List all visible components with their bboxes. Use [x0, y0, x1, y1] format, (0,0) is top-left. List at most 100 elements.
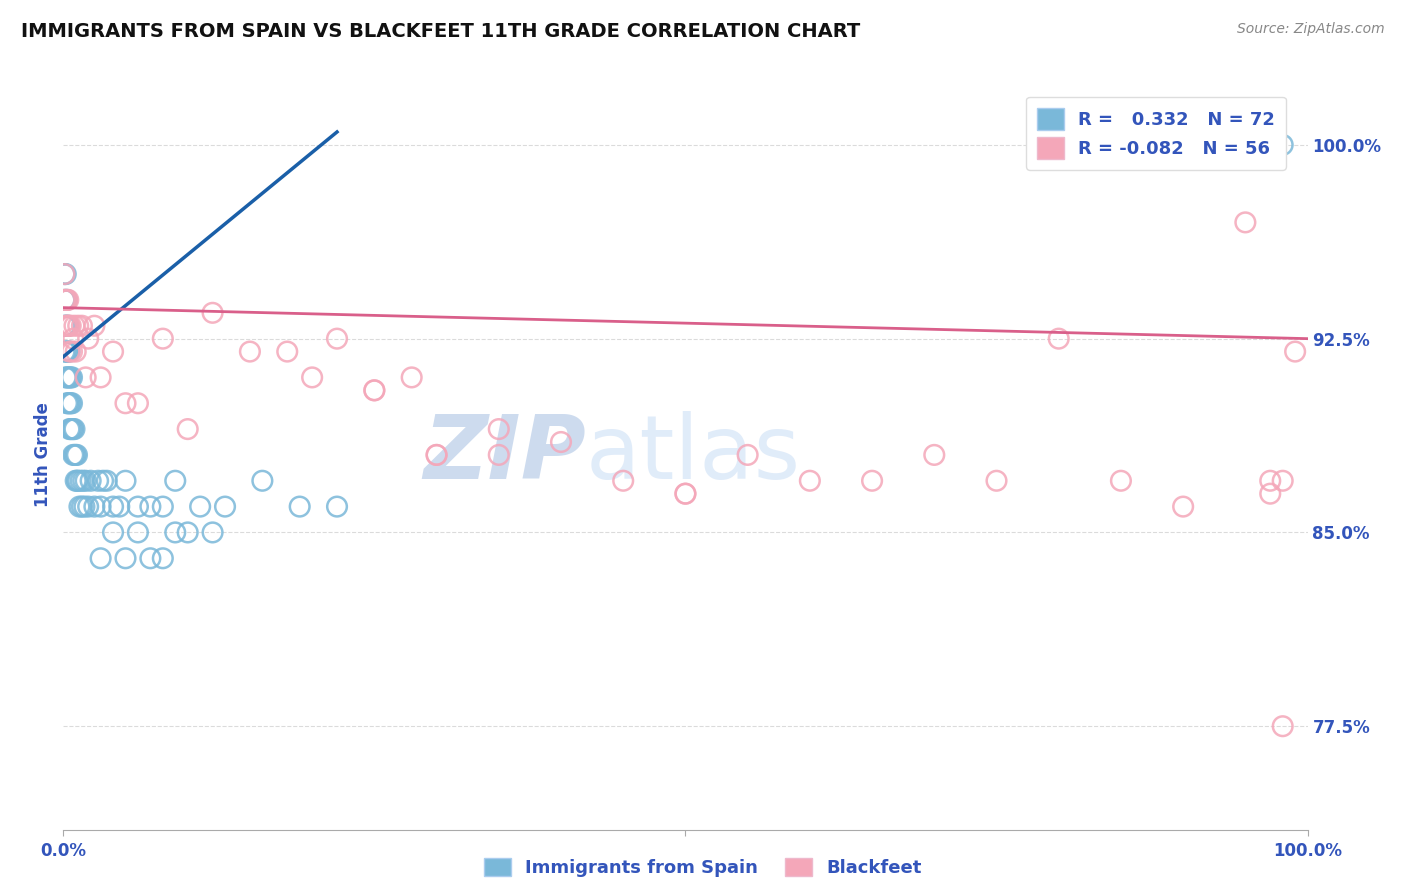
- Point: [165, 474, 187, 488]
- Point: [65, 474, 87, 488]
- Point: [53, 318, 76, 333]
- Point: [62, 448, 84, 462]
- Point: [1047, 332, 1070, 346]
- Point: [58, 344, 80, 359]
- Point: [363, 384, 385, 398]
- Point: [276, 344, 298, 359]
- Point: [59, 422, 82, 436]
- Text: Source: ZipAtlas.com: Source: ZipAtlas.com: [1237, 22, 1385, 37]
- Point: [152, 551, 174, 566]
- Point: [65, 344, 87, 359]
- Point: [66, 448, 89, 462]
- Point: [177, 422, 200, 436]
- Point: [101, 525, 124, 540]
- Point: [550, 435, 572, 450]
- Point: [63, 422, 86, 436]
- Point: [363, 384, 385, 398]
- Point: [127, 525, 149, 540]
- Point: [73, 500, 96, 514]
- Point: [55, 293, 77, 307]
- Point: [60, 422, 83, 436]
- Point: [53, 293, 76, 307]
- Point: [1173, 500, 1195, 514]
- Point: [62, 422, 84, 436]
- Point: [252, 474, 274, 488]
- Point: [326, 332, 349, 346]
- Point: [60, 370, 83, 384]
- Point: [612, 474, 634, 488]
- Point: [58, 370, 80, 384]
- Point: [201, 306, 224, 320]
- Point: [201, 525, 224, 540]
- Point: [101, 500, 124, 514]
- Point: [75, 370, 97, 384]
- Point: [56, 318, 79, 333]
- Point: [1271, 719, 1294, 733]
- Point: [1258, 486, 1281, 500]
- Point: [924, 448, 946, 462]
- Point: [401, 370, 423, 384]
- Point: [53, 293, 76, 307]
- Point: [63, 318, 86, 333]
- Point: [1109, 474, 1132, 488]
- Point: [165, 525, 187, 540]
- Point: [56, 293, 79, 307]
- Point: [58, 318, 80, 333]
- Point: [58, 318, 80, 333]
- Y-axis label: 11th Grade: 11th Grade: [34, 402, 52, 508]
- Text: atlas: atlas: [586, 411, 801, 499]
- Point: [426, 448, 449, 462]
- Point: [77, 500, 100, 514]
- Point: [90, 500, 112, 514]
- Point: [56, 318, 79, 333]
- Point: [986, 474, 1008, 488]
- Point: [66, 474, 89, 488]
- Point: [58, 344, 80, 359]
- Point: [67, 474, 90, 488]
- Point: [53, 344, 76, 359]
- Point: [675, 486, 697, 500]
- Point: [675, 486, 697, 500]
- Point: [55, 318, 77, 333]
- Point: [56, 293, 79, 307]
- Point: [67, 318, 90, 333]
- Point: [60, 396, 83, 410]
- Point: [69, 474, 91, 488]
- Point: [55, 267, 77, 281]
- Point: [1284, 344, 1306, 359]
- Point: [60, 344, 83, 359]
- Point: [114, 396, 136, 410]
- Point: [152, 500, 174, 514]
- Point: [59, 370, 82, 384]
- Point: [87, 474, 110, 488]
- Point: [62, 332, 84, 346]
- Point: [488, 448, 510, 462]
- Point: [83, 318, 105, 333]
- Point: [58, 293, 80, 307]
- Point: [69, 500, 91, 514]
- Point: [79, 474, 101, 488]
- Point: [58, 396, 80, 410]
- Point: [1271, 474, 1294, 488]
- Point: [91, 474, 114, 488]
- Point: [53, 267, 76, 281]
- Text: IMMIGRANTS FROM SPAIN VS BLACKFEET 11TH GRADE CORRELATION CHART: IMMIGRANTS FROM SPAIN VS BLACKFEET 11TH …: [21, 22, 860, 41]
- Point: [139, 551, 162, 566]
- Point: [127, 396, 149, 410]
- Point: [139, 500, 162, 514]
- Point: [1258, 474, 1281, 488]
- Point: [59, 318, 82, 333]
- Point: [58, 370, 80, 384]
- Point: [301, 370, 323, 384]
- Point: [114, 474, 136, 488]
- Point: [56, 370, 79, 384]
- Point: [96, 474, 118, 488]
- Point: [114, 551, 136, 566]
- Legend: Immigrants from Spain, Blackfeet: Immigrants from Spain, Blackfeet: [477, 851, 929, 884]
- Legend: R =   0.332   N = 72, R = -0.082   N = 56: R = 0.332 N = 72, R = -0.082 N = 56: [1026, 97, 1286, 169]
- Point: [152, 332, 174, 346]
- Text: ZIP: ZIP: [423, 411, 586, 499]
- Point: [55, 370, 77, 384]
- Point: [108, 500, 131, 514]
- Point: [55, 293, 77, 307]
